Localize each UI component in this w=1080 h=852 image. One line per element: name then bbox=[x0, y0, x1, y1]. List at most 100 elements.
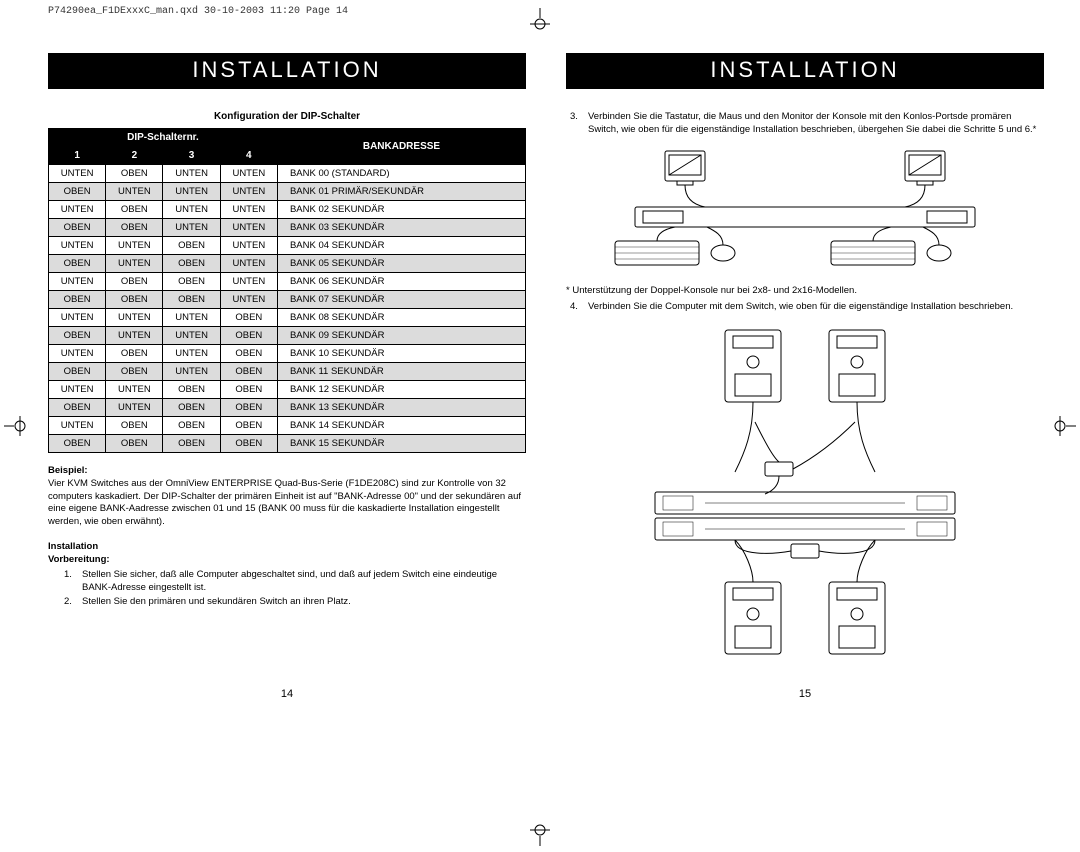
table-row: OBENUNTENUNTENUNTENBANK 01 PRIMÄR/SEKUND… bbox=[49, 183, 526, 201]
table-header-4: 4 bbox=[220, 147, 277, 165]
table-cell: OBEN bbox=[220, 363, 277, 381]
table-header-3: 3 bbox=[163, 147, 220, 165]
table-cell: UNTEN bbox=[220, 255, 277, 273]
table-cell: OBEN bbox=[106, 291, 163, 309]
table-cell: OBEN bbox=[106, 345, 163, 363]
install-label: Installation bbox=[48, 541, 98, 552]
table-cell: OBEN bbox=[220, 327, 277, 345]
table-cell: UNTEN bbox=[163, 219, 220, 237]
install-block: Installation Vorbereitung: 1.Stellen Sie… bbox=[48, 541, 526, 611]
table-cell: OBEN bbox=[49, 435, 106, 453]
table-cell-bank: BANK 06 SEKUNDÄR bbox=[277, 273, 525, 291]
step-num: 1. bbox=[64, 569, 78, 595]
table-header-group: DIP-Schalternr. bbox=[49, 129, 278, 147]
table-cell: UNTEN bbox=[220, 165, 277, 183]
table-row: OBENOBENUNTENOBENBANK 11 SEKUNDÄR bbox=[49, 363, 526, 381]
table-cell: OBEN bbox=[106, 417, 163, 435]
table-cell: OBEN bbox=[49, 183, 106, 201]
console-connection-diagram-icon bbox=[595, 145, 1015, 275]
step-text: Stellen Sie den primären und sekundären … bbox=[82, 596, 526, 609]
table-cell: OBEN bbox=[106, 435, 163, 453]
table-row: UNTENOBENOBENOBENBANK 14 SEKUNDÄR bbox=[49, 417, 526, 435]
table-row: UNTENUNTENOBENUNTENBANK 04 SEKUNDÄR bbox=[49, 237, 526, 255]
table-cell: UNTEN bbox=[220, 273, 277, 291]
table-cell: UNTEN bbox=[49, 417, 106, 435]
table-cell: UNTEN bbox=[163, 201, 220, 219]
table-cell: OBEN bbox=[49, 219, 106, 237]
crop-mark-left-icon bbox=[4, 406, 26, 446]
example-label: Beispiel: bbox=[48, 465, 88, 476]
table-cell: UNTEN bbox=[163, 183, 220, 201]
step3-text: Verbinden Sie die Tastatur, die Maus und… bbox=[588, 111, 1044, 137]
table-cell-bank: BANK 03 SEKUNDÄR bbox=[277, 219, 525, 237]
page-left: INSTALLATION Konfiguration der DIP-Schal… bbox=[48, 53, 526, 700]
table-cell-bank: BANK 10 SEKUNDÄR bbox=[277, 345, 525, 363]
step4-text: Verbinden Sie die Computer mit dem Switc… bbox=[588, 301, 1044, 314]
step-text: Stellen Sie sicher, daß alle Computer ab… bbox=[82, 569, 526, 595]
table-cell: OBEN bbox=[49, 363, 106, 381]
table-cell: OBEN bbox=[106, 165, 163, 183]
table-cell-bank: BANK 01 PRIMÄR/SEKUNDÄR bbox=[277, 183, 525, 201]
page-number-right: 15 bbox=[566, 674, 1044, 700]
table-cell: UNTEN bbox=[163, 165, 220, 183]
table-cell: UNTEN bbox=[106, 399, 163, 417]
example-text: Vier KVM Switches aus der OmniView ENTER… bbox=[48, 478, 521, 527]
table-cell: UNTEN bbox=[163, 363, 220, 381]
table-cell: OBEN bbox=[163, 435, 220, 453]
table-cell: OBEN bbox=[220, 417, 277, 435]
table-cell: OBEN bbox=[220, 381, 277, 399]
table-cell: OBEN bbox=[49, 255, 106, 273]
table-cell: OBEN bbox=[106, 219, 163, 237]
table-cell-bank: BANK 00 (STANDARD) bbox=[277, 165, 525, 183]
table-cell: OBEN bbox=[49, 291, 106, 309]
table-cell-bank: BANK 05 SEKUNDÄR bbox=[277, 255, 525, 273]
page-number-left: 14 bbox=[48, 674, 526, 700]
table-cell: UNTEN bbox=[163, 327, 220, 345]
table-cell-bank: BANK 02 SEKUNDÄR bbox=[277, 201, 525, 219]
page-title-left: INSTALLATION bbox=[48, 53, 526, 89]
table-header-1: 1 bbox=[49, 147, 106, 165]
table-cell: UNTEN bbox=[106, 237, 163, 255]
table-cell-bank: BANK 04 SEKUNDÄR bbox=[277, 237, 525, 255]
table-cell: UNTEN bbox=[49, 345, 106, 363]
table-row: OBENUNTENOBENUNTENBANK 05 SEKUNDÄR bbox=[49, 255, 526, 273]
table-cell: UNTEN bbox=[106, 381, 163, 399]
table-row: UNTENOBENUNTENOBENBANK 10 SEKUNDÄR bbox=[49, 345, 526, 363]
table-cell-bank: BANK 12 SEKUNDÄR bbox=[277, 381, 525, 399]
example-block: Beispiel: Vier KVM Switches aus der Omni… bbox=[48, 465, 526, 529]
table-header-bank: BANKADRESSE bbox=[277, 129, 525, 165]
table-row: OBENOBENOBENUNTENBANK 07 SEKUNDÄR bbox=[49, 291, 526, 309]
cascade-connection-diagram-icon bbox=[615, 322, 995, 672]
table-cell: OBEN bbox=[163, 381, 220, 399]
page-title-right: INSTALLATION bbox=[566, 53, 1044, 89]
table-cell-bank: BANK 09 SEKUNDÄR bbox=[277, 327, 525, 345]
table-row: OBENUNTENOBENOBENBANK 13 SEKUNDÄR bbox=[49, 399, 526, 417]
table-cell: OBEN bbox=[220, 309, 277, 327]
crop-mark-right-icon bbox=[1054, 406, 1076, 446]
page-right: INSTALLATION 3. Verbinden Sie die Tastat… bbox=[566, 53, 1044, 700]
table-cell: UNTEN bbox=[49, 201, 106, 219]
step3-num: 3. bbox=[570, 111, 584, 137]
install-step: 2.Stellen Sie den primären und sekundäre… bbox=[64, 596, 526, 609]
table-cell: UNTEN bbox=[220, 219, 277, 237]
table-cell: OBEN bbox=[163, 273, 220, 291]
table-cell: OBEN bbox=[106, 363, 163, 381]
table-cell: OBEN bbox=[163, 417, 220, 435]
table-cell: OBEN bbox=[220, 345, 277, 363]
table-cell: UNTEN bbox=[106, 309, 163, 327]
table-cell: UNTEN bbox=[49, 309, 106, 327]
crop-mark-bottom-icon bbox=[520, 824, 560, 846]
table-row: UNTENUNTENUNTENOBENBANK 08 SEKUNDÄR bbox=[49, 309, 526, 327]
table-cell: OBEN bbox=[220, 399, 277, 417]
table-row: UNTENOBENUNTENUNTENBANK 02 SEKUNDÄR bbox=[49, 201, 526, 219]
table-cell-bank: BANK 11 SEKUNDÄR bbox=[277, 363, 525, 381]
table-cell: OBEN bbox=[163, 399, 220, 417]
crop-mark-top-icon bbox=[520, 8, 560, 30]
table-cell: UNTEN bbox=[220, 183, 277, 201]
table-cell: OBEN bbox=[163, 291, 220, 309]
table-cell-bank: BANK 13 SEKUNDÄR bbox=[277, 399, 525, 417]
table-cell-bank: BANK 08 SEKUNDÄR bbox=[277, 309, 525, 327]
table-cell: UNTEN bbox=[220, 291, 277, 309]
table-cell: OBEN bbox=[163, 237, 220, 255]
table-cell-bank: BANK 14 SEKUNDÄR bbox=[277, 417, 525, 435]
